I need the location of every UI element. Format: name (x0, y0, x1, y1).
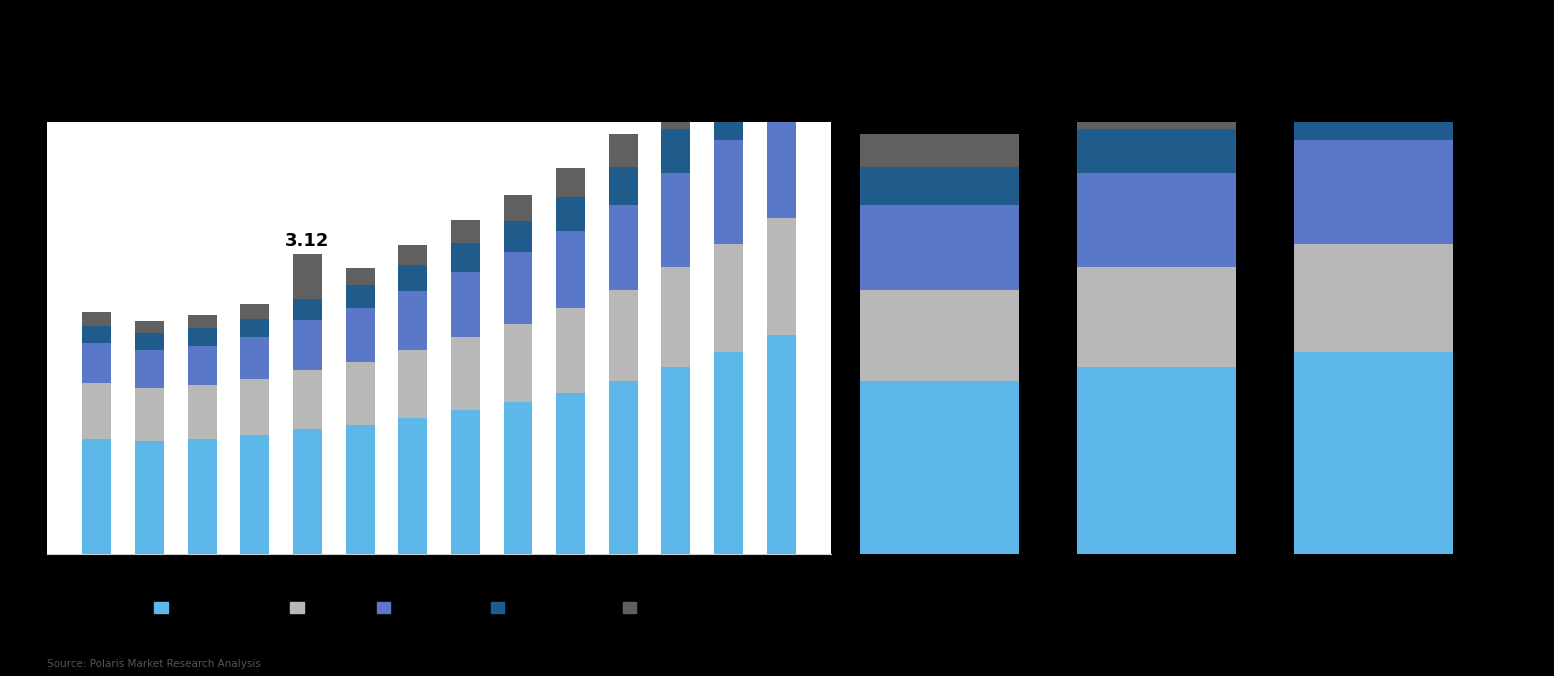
Bar (766, 5, 796, 51)
Bar (135, 441, 163, 554)
Bar (188, 385, 216, 439)
Bar (715, 51, 743, 92)
Bar (503, 195, 533, 220)
Bar (135, 388, 163, 441)
Bar (345, 268, 375, 285)
Bar (1294, 140, 1453, 244)
Bar (241, 435, 269, 554)
Bar (861, 290, 1019, 381)
Bar (188, 345, 216, 385)
Bar (662, 367, 690, 554)
Bar (241, 304, 269, 319)
Bar (241, 319, 269, 337)
Bar (82, 343, 112, 383)
Text: 3.12: 3.12 (286, 232, 329, 249)
Bar (292, 429, 322, 554)
Bar (503, 402, 533, 554)
Bar (556, 393, 586, 554)
Bar (861, 167, 1019, 206)
Bar (861, 381, 1019, 554)
Bar (82, 439, 112, 554)
Bar (715, 140, 743, 244)
Bar (345, 362, 375, 425)
Bar (82, 383, 112, 439)
Bar (861, 206, 1019, 290)
Bar (345, 425, 375, 554)
Bar (241, 379, 269, 435)
Bar (503, 220, 533, 252)
Bar (662, 172, 690, 267)
Bar (398, 245, 427, 265)
Bar (398, 350, 427, 418)
Bar (503, 252, 533, 324)
Text: Source: Polaris Market Research Analysis: Source: Polaris Market Research Analysis (47, 659, 261, 669)
Bar (662, 129, 690, 172)
Bar (451, 243, 480, 272)
Bar (292, 299, 322, 320)
Bar (861, 134, 1019, 167)
Bar (188, 329, 216, 345)
Bar (135, 333, 163, 349)
Bar (292, 370, 322, 429)
Legend: North America, Europe, Asia Pacific, Latin America, Middle Ea...: North America, Europe, Asia Pacific, Lat… (151, 598, 727, 619)
Bar (1077, 93, 1235, 129)
Bar (451, 410, 480, 554)
Bar (609, 381, 637, 554)
Bar (662, 267, 690, 367)
Bar (292, 254, 322, 299)
Bar (715, 92, 743, 140)
Bar (241, 337, 269, 379)
Bar (1294, 244, 1453, 352)
Bar (662, 93, 690, 129)
Bar (1294, 352, 1453, 554)
Bar (556, 231, 586, 308)
Bar (766, 335, 796, 554)
Bar (135, 320, 163, 333)
Bar (609, 290, 637, 381)
Bar (609, 206, 637, 290)
Bar (556, 308, 586, 393)
Bar (345, 308, 375, 362)
Bar (82, 326, 112, 343)
Bar (1294, 51, 1453, 92)
Bar (188, 439, 216, 554)
Bar (766, 104, 796, 218)
Bar (398, 265, 427, 291)
Bar (766, 51, 796, 104)
Bar (292, 320, 322, 370)
Bar (345, 285, 375, 308)
Bar (609, 134, 637, 167)
Bar (715, 244, 743, 352)
Bar (766, 218, 796, 335)
Bar (1077, 267, 1235, 367)
Bar (398, 291, 427, 350)
Bar (609, 167, 637, 206)
Bar (451, 220, 480, 243)
Bar (503, 324, 533, 402)
Bar (715, 352, 743, 554)
Bar (398, 418, 427, 554)
Bar (188, 315, 216, 329)
Bar (451, 272, 480, 337)
Text: Aircraft Engine Test Cells Market Size, By Region, 2019 - 2032: Aircraft Engine Test Cells Market Size, … (182, 20, 696, 39)
Bar (556, 168, 586, 197)
Bar (82, 312, 112, 326)
Bar (1294, 92, 1453, 140)
Bar (1077, 367, 1235, 554)
Bar (451, 337, 480, 410)
Bar (1077, 172, 1235, 267)
Bar (556, 197, 586, 231)
Text: (USD Billion): (USD Billion) (387, 68, 491, 86)
Bar (1077, 129, 1235, 172)
Bar (135, 349, 163, 388)
